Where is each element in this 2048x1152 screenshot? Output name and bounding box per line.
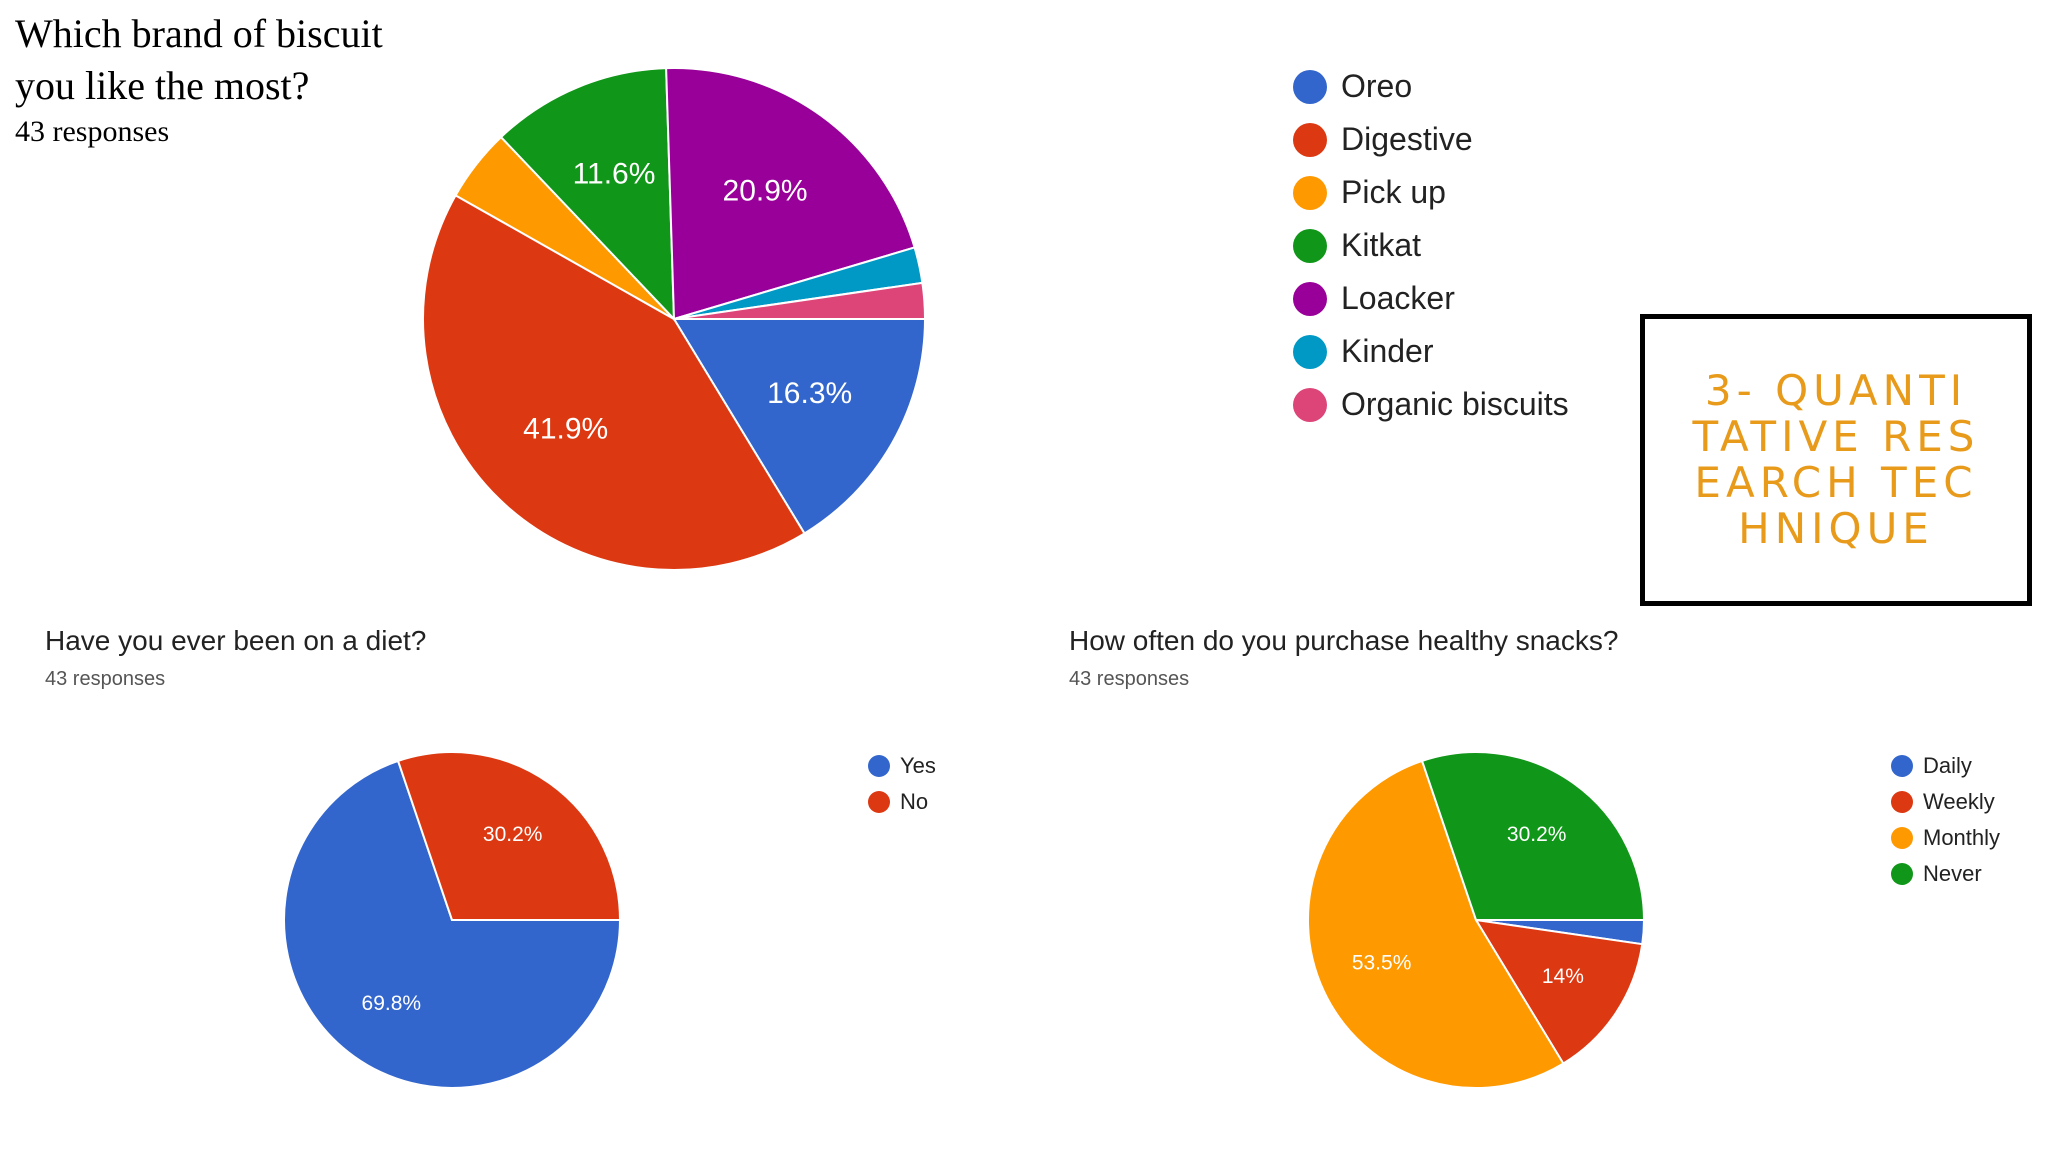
chart1-title-line1: Which brand of biscuit — [15, 11, 383, 56]
legend-item-oreo: Oreo — [1293, 60, 1569, 113]
legend-item-kinder: Kinder — [1293, 325, 1569, 378]
legend-swatch — [1293, 281, 1327, 316]
chart1-title-line2: you like the most? — [15, 63, 310, 108]
pie-slice-organic-biscuits — [673, 281, 927, 320]
legend-item-never: Never — [1891, 856, 2000, 892]
legend-swatch — [1891, 791, 1913, 813]
slice-label-yes: 69.8% — [362, 992, 422, 1015]
legend-label: Daily — [1923, 753, 1972, 778]
pie-slice-never — [1420, 751, 1646, 921]
chart2-title: Have you ever been on a diet? — [45, 625, 427, 656]
legend-label: Yes — [900, 753, 936, 778]
legend-label: Never — [1923, 861, 1982, 886]
legend-item-weekly: Weekly — [1891, 784, 2000, 820]
slice-label-kitkat: 11.6% — [573, 157, 656, 190]
pie-slice-yes — [283, 759, 622, 1089]
legend-swatch — [868, 755, 890, 777]
pie-slice-digestive — [422, 193, 806, 571]
legend-label: Weekly — [1923, 789, 1995, 814]
research-technique-box: 3- QUANTITATIVE RESEARCH TECHNIQUE — [1640, 314, 2032, 606]
legend-biscuit-brand: Oreo Digestive Pick up Kitkat Loacker Kinder O… — [1293, 60, 1569, 431]
slice-label-monthly: 53.5% — [1352, 952, 1412, 975]
legend-swatch — [1293, 122, 1327, 157]
legend-item-pick-up: Pick up — [1293, 166, 1569, 219]
legend-label: Monthly — [1923, 825, 2001, 850]
legend-swatch — [1293, 334, 1327, 369]
legend-swatch — [1293, 69, 1327, 104]
pie-slice-loacker — [665, 67, 916, 321]
research-technique-text: 3- QUANTITATIVE RESEARCH TECHNIQUE — [1692, 366, 1980, 553]
pie-slice-monthly — [1307, 759, 1565, 1089]
legend-diet: Yes No — [868, 748, 936, 820]
legend-item-daily: Daily — [1891, 748, 2000, 784]
slice-label-never: 30.2% — [1507, 823, 1567, 846]
legend-item-organic-biscuits: Organic biscuits — [1293, 378, 1569, 431]
legend-label: Pick up — [1341, 174, 1446, 210]
legend-swatch — [1293, 387, 1327, 422]
pie-slice-no — [396, 751, 622, 921]
legend-item-kitkat: Kitkat — [1293, 219, 1569, 272]
pie-slice-weekly — [1474, 918, 1644, 1065]
legend-item-loacker: Loacker — [1293, 272, 1569, 325]
legend-label: Oreo — [1341, 68, 1413, 104]
legend-swatch — [868, 791, 890, 813]
legend-swatch — [1891, 827, 1913, 849]
pie-slice-kitkat — [499, 67, 676, 322]
chart2-responses: 43 responses — [45, 668, 166, 690]
slice-label-digestive: 41.9% — [523, 413, 608, 446]
legend-label: Digestive — [1341, 121, 1473, 157]
legend-item-digestive: Digestive — [1293, 113, 1569, 166]
legend-item-no: No — [868, 784, 936, 820]
legend-swatch — [1891, 755, 1913, 777]
legend-label: Kinder — [1341, 333, 1434, 369]
legend-swatch — [1293, 228, 1327, 263]
legend-label: Loacker — [1341, 280, 1455, 316]
legend-swatch — [1891, 863, 1913, 885]
slice-label-loacker: 20.9% — [723, 175, 808, 208]
chart3-responses: 43 responses — [1069, 668, 1190, 690]
slice-label-no: 30.2% — [483, 823, 543, 846]
legend-item-monthly: Monthly — [1891, 820, 2000, 856]
chart3-title: How often do you purchase healthy snacks… — [1069, 625, 1619, 656]
chart1-responses: 43 responses — [15, 115, 170, 148]
legend-label: Kitkat — [1341, 227, 1422, 263]
legend-healthy-snacks: Daily Weekly Monthly Never — [1891, 748, 2000, 892]
legend-label: No — [900, 789, 929, 814]
slice-label-oreo: 16.3% — [767, 377, 852, 410]
slice-label-weekly: 14% — [1542, 965, 1584, 988]
legend-swatch — [1293, 175, 1327, 210]
pie-slice-oreo — [672, 318, 927, 535]
legend-label: Organic biscuits — [1341, 386, 1569, 422]
legend-item-yes: Yes — [868, 748, 936, 784]
